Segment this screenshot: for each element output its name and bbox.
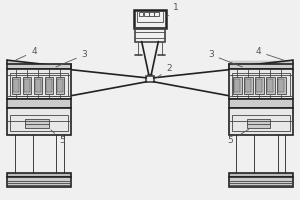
Bar (245, 79, 251, 92)
Bar (56, 77, 64, 94)
Bar (10, 115, 68, 131)
Bar (229, 177, 293, 187)
Bar (232, 73, 290, 96)
Bar (234, 79, 240, 92)
Bar (136, 11, 164, 22)
Text: 2: 2 (157, 64, 172, 78)
Text: 1: 1 (167, 3, 179, 17)
Bar (34, 77, 42, 94)
Bar (7, 99, 71, 108)
Bar (10, 73, 68, 96)
Bar (7, 64, 71, 69)
Text: 5: 5 (51, 130, 65, 145)
Bar (229, 173, 293, 177)
Bar (134, 10, 166, 28)
Bar (233, 77, 242, 94)
Bar (35, 79, 41, 92)
Bar (7, 173, 71, 177)
Bar (278, 79, 284, 92)
Bar (277, 77, 286, 94)
Bar (146, 76, 154, 82)
Bar (12, 77, 20, 94)
Bar (149, 12, 154, 16)
Bar (229, 64, 293, 69)
Bar (7, 177, 71, 187)
Bar (266, 77, 275, 94)
Text: 4: 4 (256, 47, 284, 60)
Bar (139, 12, 143, 16)
Bar (57, 79, 63, 92)
Bar (45, 77, 53, 94)
Bar (255, 77, 263, 94)
Bar (244, 77, 253, 94)
Bar (256, 79, 262, 92)
Bar (25, 119, 49, 128)
Bar (13, 79, 19, 92)
Bar (229, 108, 293, 135)
Bar (267, 79, 273, 92)
Bar (229, 99, 293, 108)
Bar (154, 12, 159, 16)
Text: 3: 3 (208, 50, 242, 67)
Bar (229, 69, 293, 99)
Bar (46, 79, 52, 92)
Bar (7, 108, 71, 135)
Bar (144, 12, 148, 16)
Bar (23, 77, 31, 94)
Bar (135, 28, 165, 42)
Text: 3: 3 (56, 50, 87, 67)
Bar (7, 69, 71, 99)
Bar (24, 79, 30, 92)
Bar (247, 119, 270, 128)
Text: 5: 5 (227, 129, 249, 145)
Text: 4: 4 (16, 47, 37, 60)
Bar (232, 115, 290, 131)
